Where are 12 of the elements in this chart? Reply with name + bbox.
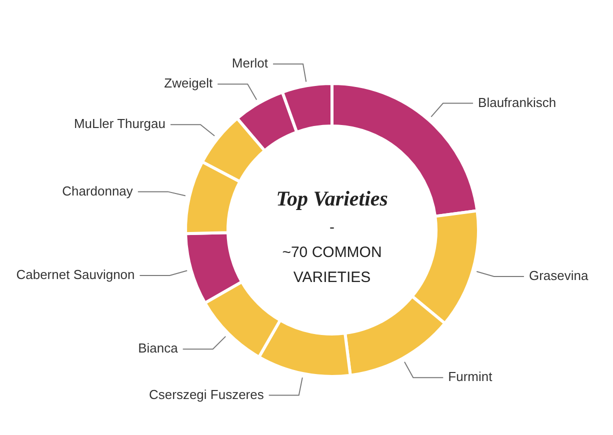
slice-label: Furmint <box>448 369 493 384</box>
slice-label: Bianca <box>138 340 179 356</box>
slice-label: Blaufrankisch <box>478 94 556 110</box>
slice-label: Chardonnay <box>62 183 134 198</box>
text: Top Varieties <box>276 186 388 210</box>
slice-label: Merlot <box>232 56 268 71</box>
text: - ~70 COMMON VARIETIES <box>282 219 382 286</box>
slice-label: Cabernet Sauvignon <box>16 267 135 282</box>
slice-label: Cserszegi Fuszeres <box>148 386 264 402</box>
slice-label: Zweigelt <box>164 76 213 91</box>
slice-label: MuLler Thurgau <box>74 116 166 132</box>
slice-label: Grasevina <box>528 268 589 284</box>
